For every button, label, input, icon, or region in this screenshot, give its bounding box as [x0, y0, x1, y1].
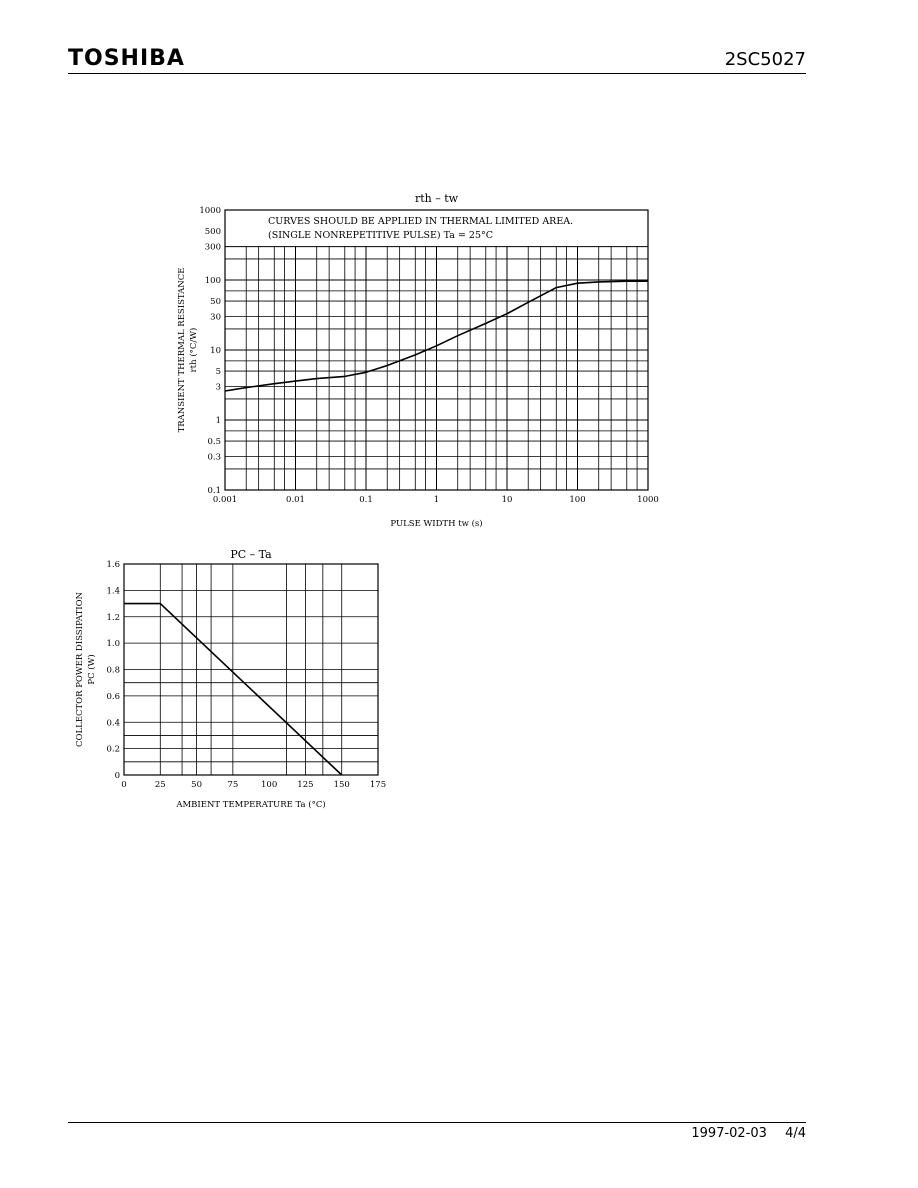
footer-date: 1997-02-03: [691, 1126, 767, 1141]
y-tick-label: 0.3: [207, 453, 221, 463]
y-tick-label: 3: [216, 383, 221, 393]
series-line: [224, 280, 648, 392]
brand-logo: TOSHIBA: [68, 46, 185, 71]
part-number: 2SC5027: [724, 49, 806, 70]
y-tick-label: 500: [205, 227, 221, 237]
x-axis-label: PULSE WIDTH tw (s): [390, 518, 482, 529]
y-tick-label: 100: [205, 276, 221, 286]
x-tick-label: 150: [334, 780, 350, 790]
series-line: [124, 602, 343, 776]
x-axis-label: AMBIENT TEMPERATURE Ta (°C): [175, 799, 325, 810]
y-tick-label: 30: [210, 313, 221, 323]
x-tick-label: 1000: [637, 495, 659, 505]
y-tick-label: 50: [210, 297, 221, 307]
footer-rule: [68, 1122, 806, 1123]
footer-page: 4/4: [785, 1126, 806, 1141]
footer: 1997-02-03 4/4: [677, 1126, 806, 1141]
x-tick-label: 50: [191, 780, 202, 790]
x-tick-label: 10: [502, 495, 513, 505]
plot-frame: [224, 209, 649, 491]
y-axis-symbol: PC (W): [86, 654, 97, 684]
chart-title: rth – tw: [415, 192, 459, 205]
y-tick-label: 1.6: [106, 560, 120, 570]
power-dissipation-chart: 0 25 50 75 100 125 150 175 0 0.2 0.4 0.6 0.8 1.0 1.2 1.…: [75, 548, 386, 810]
x-tick-label: 1: [434, 495, 439, 505]
x-tick-label: 100: [569, 495, 585, 505]
x-tick-label: 25: [155, 780, 166, 790]
x-tick-label: 0.1: [359, 495, 373, 505]
annotation-text: CURVES SHOULD BE APPLIED IN THERMAL LIMI…: [268, 216, 573, 227]
y-tick-label: 0.2: [106, 745, 120, 755]
chart-title: PC – Ta: [230, 548, 272, 561]
y-tick-label: 1000: [199, 206, 221, 216]
annotation-text: (SINGLE NONREPETITIVE PULSE) Ta = 25°C: [268, 230, 493, 241]
y-axis-label: COLLECTOR POWER DISSIPATION: [75, 591, 85, 747]
y-tick-label: 0.8: [106, 666, 120, 676]
y-axis-label: TRANSIENT THERMAL RESISTANCE: [177, 268, 187, 433]
plot-frame: [123, 563, 379, 776]
x-tick-label: 100: [261, 780, 277, 790]
y-tick-label: 0.6: [106, 692, 120, 702]
y-axis-symbol: rth (°C/W): [188, 328, 199, 373]
x-tick-label: 0: [121, 780, 126, 790]
x-tick-label: 0.001: [213, 495, 237, 505]
y-tick-label: 0.5: [207, 437, 221, 447]
y-tick-label: 1: [216, 416, 221, 426]
x-tick-label: 0.01: [286, 495, 305, 505]
y-tick-label: 10: [210, 346, 221, 356]
y-tick-label: 1.0: [106, 639, 120, 649]
x-tick-label: 125: [297, 780, 313, 790]
y-tick-label: 0: [115, 771, 120, 781]
y-tick-label: 5: [216, 367, 221, 377]
x-tick-label: 75: [227, 780, 238, 790]
y-tick-label: 0.4: [106, 718, 120, 728]
y-tick-label: 0.1: [207, 486, 221, 496]
header-rule: [68, 73, 806, 74]
x-tick-label: 175: [370, 780, 386, 790]
y-tick-label: 1.2: [106, 613, 120, 623]
y-tick-label: 300: [205, 243, 221, 253]
y-tick-label: 1.4: [106, 586, 120, 596]
thermal-resistance-chart: 0.001 0.01 0.1 1 10 100 1000 0.1 0.3 0.5 1 3 5 10 30 50…: [177, 192, 659, 529]
